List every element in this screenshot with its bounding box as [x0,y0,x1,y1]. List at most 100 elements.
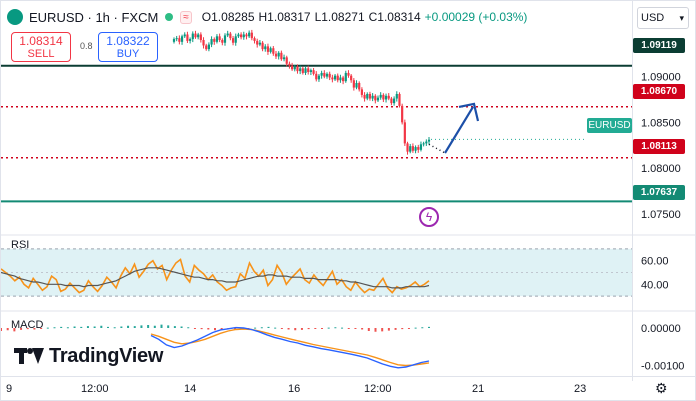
macd-histogram-bar [6,328,9,331]
candle-body [175,38,178,40]
candle-body [379,94,382,98]
macd-histogram-bar [274,327,277,329]
candle-body [229,33,232,39]
macd-histogram-bar [280,328,283,329]
macd-histogram-bar [341,327,344,329]
macd-histogram-bar [53,327,56,329]
ohlc-change: +0.00029 (+0.03%) [424,10,528,24]
candle-body [218,36,221,40]
macd-histogram-bar [387,328,390,331]
candle-body [288,63,291,66]
buy-button[interactable]: 1.08322 BUY [98,32,158,62]
indicator-badge[interactable]: ≈ [180,10,192,24]
projection-dots [428,143,446,154]
macd-histogram-bar [367,328,370,331]
macd-title: MACD [11,319,44,331]
buy-label: BUY [116,48,140,60]
symbol-title[interactable]: EURUSD · 1h · FXCM [29,9,159,25]
candle-body [194,33,197,38]
candle-body [277,52,280,57]
level-tag-1: 1.09119 [633,38,685,53]
macd-histogram-bar [381,328,384,332]
candle-body [248,32,251,37]
candle-body [376,97,380,101]
candle-body [250,32,253,39]
macd-histogram-bar [66,327,69,329]
ohlc-open: O1.08285 [201,10,255,24]
macd-histogram-bar [173,326,176,328]
candle-body [427,139,431,142]
flash-icon[interactable]: ϟ [419,207,439,227]
candle-body [258,42,261,45]
candle-body [234,36,237,43]
macd-histogram-bar [46,327,49,329]
macd-histogram-bar [113,327,116,329]
macd-histogram-bar [33,328,36,330]
macd-histogram-bar [200,328,203,330]
candle-body [422,143,425,145]
macd-histogram-bar [100,325,103,328]
price-axis-label: 1.07500 [641,209,681,221]
macd-histogram-bar [401,328,404,330]
macd-histogram-bar [40,328,43,329]
time-axis-label: 12:00 [81,383,109,395]
candle-body [223,35,227,43]
gear-icon[interactable]: ⚙ [655,380,668,396]
macd-histogram-bar [428,326,430,328]
macd-histogram-bar [80,326,83,328]
candle-body [226,33,229,36]
level-tag-2: 1.08670 [633,84,685,99]
time-axis-separator [1,376,696,377]
logo-text: TradingView [49,344,164,367]
time-axis-label: 9 [6,383,12,395]
candle-body [213,39,216,42]
candle-body [309,70,312,73]
price-axis-label: 1.09000 [641,72,681,84]
candle-body [331,77,334,80]
candle-body [307,68,310,73]
macd-histogram-bar [13,328,16,332]
candle-body [291,65,294,70]
macd-histogram-bar [120,326,123,328]
currency-select[interactable]: USD ▾ [637,7,689,29]
candle-body [374,95,377,101]
rsi-title: RSI [11,239,30,251]
rsi-ma-line [1,267,430,289]
candle-body [280,52,283,60]
candle-body [205,45,208,50]
candle-body [301,68,304,73]
candle-body [186,34,189,41]
ohlc-low: L1.08271 [314,10,365,24]
macd-axis-label: -0.00100 [641,361,684,373]
candle-body [183,34,186,37]
time-axis-label: 12:00 [364,383,392,395]
candle-body [315,73,318,80]
currency-select-value: USD [641,12,665,24]
macd-histogram-bar [254,327,257,329]
candle-body [403,122,406,144]
macd-histogram-bar [93,326,96,328]
macd-histogram-bar [214,328,216,331]
candle-body [417,147,420,150]
candle-body [409,146,412,152]
candle-body [401,105,404,123]
symbol-flag-icon [7,9,23,25]
macd-histogram-bar [133,326,136,328]
macd-histogram-bar [193,328,196,329]
macd-histogram-bar [347,328,350,329]
candle-body [293,66,296,70]
sell-label: SELL [27,48,55,60]
candle-body [221,39,224,43]
candle-body [189,39,192,41]
level-tag-4: 1.07637 [633,185,685,200]
candle-body [264,46,267,50]
candle-body [256,40,259,45]
candle-body [178,38,181,42]
sell-button[interactable]: 1.08314 SELL [11,32,71,62]
candle-body [282,57,286,60]
candle-body [363,94,366,99]
candle-body [382,94,385,100]
macd-histogram-bar [314,328,317,329]
